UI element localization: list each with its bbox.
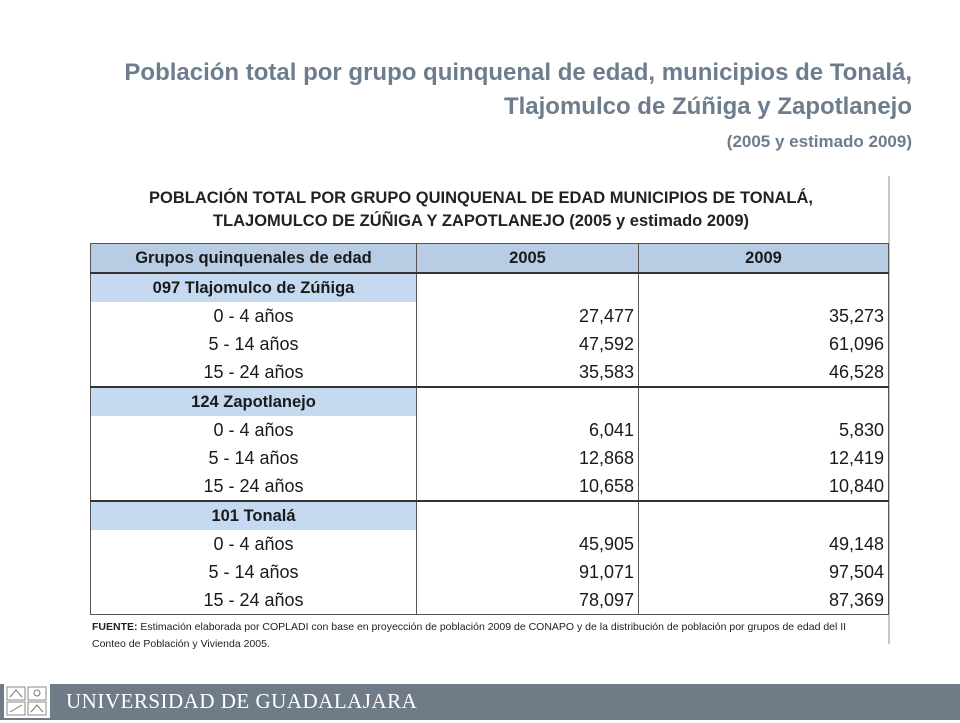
table-image: POBLACIÓN TOTAL POR GRUPO QUINQUENAL DE … xyxy=(90,176,890,650)
university-seal-icon xyxy=(4,684,50,718)
value-2009: 87,369 xyxy=(638,586,889,615)
age-group: 0 - 4 años xyxy=(90,302,417,330)
age-group: 5 - 14 años xyxy=(90,558,417,586)
value-2009: 10,840 xyxy=(638,472,889,501)
value-2005: 47,592 xyxy=(416,330,639,358)
table-row: 15 - 24 años 35,583 46,528 xyxy=(90,358,889,387)
table-row: 5 - 14 años 91,071 97,504 xyxy=(90,558,889,586)
header-2005: 2005 xyxy=(416,243,639,274)
value-2009: 49,148 xyxy=(638,530,889,558)
slide-subtitle: (2005 y estimado 2009) xyxy=(726,132,912,151)
value-2005: 12,868 xyxy=(416,444,639,472)
value-2005: 10,658 xyxy=(416,472,639,501)
table-title-line1: POBLACIÓN TOTAL POR GRUPO QUINQUENAL DE … xyxy=(148,189,813,207)
footer-bar: UNIVERSIDAD DE GUADALAJARA xyxy=(0,684,960,720)
empty-cell xyxy=(416,500,639,530)
municipality-name: 124 Zapotlanejo xyxy=(90,386,417,416)
table-row: 0 - 4 años 27,477 35,273 xyxy=(90,302,889,330)
age-group: 0 - 4 años xyxy=(90,530,417,558)
table-row: 0 - 4 años 45,905 49,148 xyxy=(90,530,889,558)
empty-cell xyxy=(638,272,889,302)
source-label: FUENTE: xyxy=(92,621,138,633)
value-2009: 12,419 xyxy=(638,444,889,472)
header-2009: 2009 xyxy=(638,243,889,274)
group-row: 101 Tonalá xyxy=(90,500,889,530)
value-2009: 5,830 xyxy=(638,416,889,444)
age-group: 5 - 14 años xyxy=(90,330,417,358)
value-2009: 97,504 xyxy=(638,558,889,586)
table-title-line2: TLAJOMULCO DE ZÚÑIGA Y ZAPOTLANEJO (2005… xyxy=(212,212,750,230)
university-name: UNIVERSIDAD DE GUADALAJARA xyxy=(66,689,418,713)
value-2009: 35,273 xyxy=(638,302,889,330)
age-group: 5 - 14 años xyxy=(90,444,417,472)
value-2009: 46,528 xyxy=(638,358,889,387)
value-2005: 6,041 xyxy=(416,416,639,444)
population-table: Grupos quinquenales de edad 2005 2009 09… xyxy=(90,243,889,615)
value-2005: 78,097 xyxy=(416,586,639,615)
municipality-name: 097 Tlajomulco de Zúñiga xyxy=(90,272,417,302)
table-row: 5 - 14 años 12,868 12,419 xyxy=(90,444,889,472)
empty-cell xyxy=(416,272,639,302)
table-title: POBLACIÓN TOTAL POR GRUPO QUINQUENAL DE … xyxy=(74,176,888,243)
source-text: Estimación elaborada por COPLADI con bas… xyxy=(92,621,847,650)
age-group: 15 - 24 años xyxy=(90,358,417,387)
table-row: 15 - 24 años 78,097 87,369 xyxy=(90,586,889,615)
source-note: FUENTE: Estimación elaborada por COPLADI… xyxy=(90,615,882,653)
group-row: 097 Tlajomulco de Zúñiga xyxy=(90,272,889,302)
group-row: 124 Zapotlanejo xyxy=(90,386,889,416)
header-age-groups: Grupos quinquenales de edad xyxy=(90,243,417,274)
header-row: Grupos quinquenales de edad 2005 2009 xyxy=(90,243,889,274)
empty-cell xyxy=(416,386,639,416)
value-2005: 91,071 xyxy=(416,558,639,586)
value-2005: 27,477 xyxy=(416,302,639,330)
age-group: 0 - 4 años xyxy=(90,416,417,444)
value-2009: 61,096 xyxy=(638,330,889,358)
value-2005: 45,905 xyxy=(416,530,639,558)
age-group: 15 - 24 años xyxy=(90,472,417,501)
empty-cell xyxy=(638,500,889,530)
table-row: 5 - 14 años 47,592 61,096 xyxy=(90,330,889,358)
table-row: 15 - 24 años 10,658 10,840 xyxy=(90,472,889,501)
table-row: 0 - 4 años 6,041 5,830 xyxy=(90,416,889,444)
slide-title: Población total por grupo quinquenal de … xyxy=(124,59,912,120)
municipality-name: 101 Tonalá xyxy=(90,500,417,530)
empty-cell xyxy=(638,386,889,416)
age-group: 15 - 24 años xyxy=(90,586,417,615)
value-2005: 35,583 xyxy=(416,358,639,387)
